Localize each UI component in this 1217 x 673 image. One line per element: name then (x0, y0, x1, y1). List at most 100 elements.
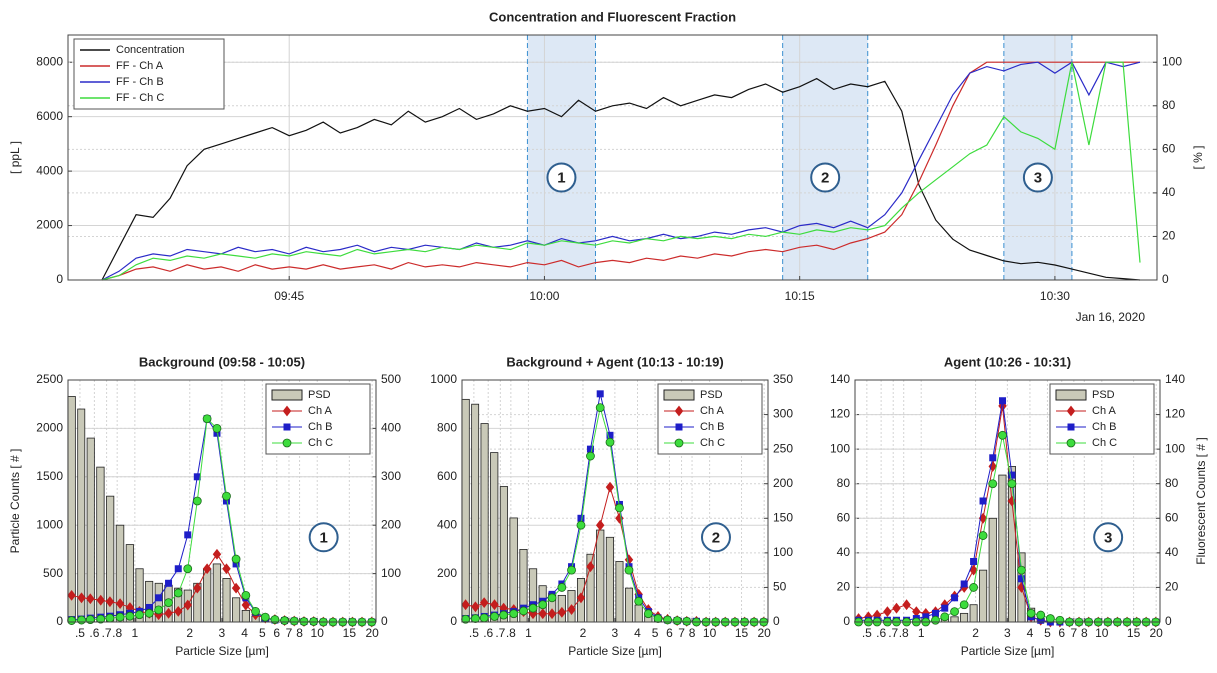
marker (576, 520, 586, 530)
x-tick-label: 20 (1149, 626, 1163, 640)
marker (193, 582, 202, 594)
marker (567, 565, 576, 575)
series-line (101, 61, 1141, 281)
x-tick-label: .8 (506, 626, 516, 640)
marker (970, 558, 978, 565)
x-tick-label: 5 (1044, 626, 1051, 640)
x-tick-label: 2 (580, 626, 587, 640)
y2-tick-label: 50 (773, 580, 787, 594)
x-axis-label: Particle Size [µm] (175, 644, 269, 658)
y2-tick-label: 400 (381, 421, 401, 435)
marker (643, 609, 653, 619)
y2-tick-label: 300 (381, 469, 401, 483)
marker (960, 580, 968, 588)
bar (77, 408, 86, 623)
marker (1067, 423, 1075, 431)
y-tick-label: 1000 (36, 517, 63, 531)
marker (519, 606, 528, 616)
legend-swatch (663, 389, 695, 401)
marker (164, 607, 173, 619)
y-tick-label: 2000 (36, 218, 63, 232)
x-tick-label: 5 (652, 626, 659, 640)
marker (950, 607, 959, 617)
marker (931, 609, 939, 617)
bar (461, 398, 470, 623)
marker (596, 390, 604, 398)
y2-tick-label: 100 (1165, 441, 1185, 455)
y2-tick-label: 120 (1165, 407, 1185, 421)
y-tick-label: 80 (837, 476, 851, 490)
region-badge (546, 162, 577, 193)
legend-label: Ch B (700, 421, 724, 433)
y-tick-label: 1000 (430, 372, 457, 386)
annotation: 1 (319, 529, 327, 546)
region-label: 1 (557, 169, 565, 186)
marker (1017, 582, 1026, 593)
marker (1045, 614, 1055, 623)
marker (547, 608, 557, 620)
marker (471, 601, 480, 613)
marker (231, 582, 241, 594)
legend-label: PSD (308, 389, 331, 401)
y-tick-label: 8000 (36, 54, 63, 68)
y2-tick-label: 40 (1165, 545, 1179, 559)
marker (173, 588, 183, 598)
marker (892, 602, 901, 614)
marker (202, 563, 212, 575)
x-tick-label: 6 (666, 626, 673, 640)
x-tick-label: 4 (634, 626, 641, 640)
y2-tick-label: 60 (1165, 510, 1179, 524)
y2-tick-label: 300 (773, 407, 793, 421)
x-tick-label: 7 (286, 626, 293, 640)
marker (282, 405, 292, 417)
marker (586, 561, 595, 573)
marker (165, 579, 173, 587)
y-tick-label: 200 (437, 566, 457, 580)
marker (289, 616, 299, 626)
marker (490, 599, 499, 611)
bar (241, 609, 250, 623)
marker (115, 598, 125, 610)
x-sublabel: Jan 16, 2020 (1076, 310, 1146, 324)
y-tick-label: 0 (450, 614, 457, 628)
legend-label: Ch C (1092, 437, 1117, 449)
region-label: 2 (821, 169, 829, 186)
x-tick-label: .5 (862, 626, 872, 640)
marker (174, 565, 182, 573)
x-tick-label: 1 (525, 626, 532, 640)
y2-tick-label: 350 (773, 372, 793, 386)
marker (499, 610, 509, 620)
x-tick-label: 7 (1070, 626, 1077, 640)
marker (969, 583, 978, 592)
marker (67, 616, 77, 625)
chart-title: Background (09:58 - 10:05) (139, 354, 305, 369)
bar (998, 474, 1007, 623)
bar (480, 423, 489, 623)
bar (950, 616, 959, 623)
y2-tick-label: 150 (773, 510, 793, 524)
y-tick-label: 800 (437, 421, 457, 435)
marker (212, 423, 222, 433)
plot-frame (461, 379, 769, 623)
x-tick-label: 3 (612, 626, 619, 640)
annotation: 3 (1104, 529, 1112, 546)
marker (567, 604, 576, 615)
marker (192, 496, 202, 506)
y-tick-label: 2500 (36, 372, 63, 386)
y-tick-label: 400 (437, 517, 457, 531)
marker (183, 599, 192, 611)
marker (674, 438, 684, 448)
x-tick-label: 15 (1127, 626, 1141, 640)
bar (979, 569, 988, 623)
marker (183, 564, 193, 574)
marker (77, 592, 86, 604)
legend-label: FF - Ch A (116, 60, 164, 72)
region-badge (1022, 162, 1053, 193)
legend-label: Ch A (1092, 405, 1117, 417)
marker (988, 461, 997, 472)
annotation-badge (308, 522, 339, 553)
marker (154, 605, 164, 615)
marker (144, 608, 154, 618)
marker (479, 597, 489, 609)
legend-label: FF - Ch B (116, 76, 164, 88)
